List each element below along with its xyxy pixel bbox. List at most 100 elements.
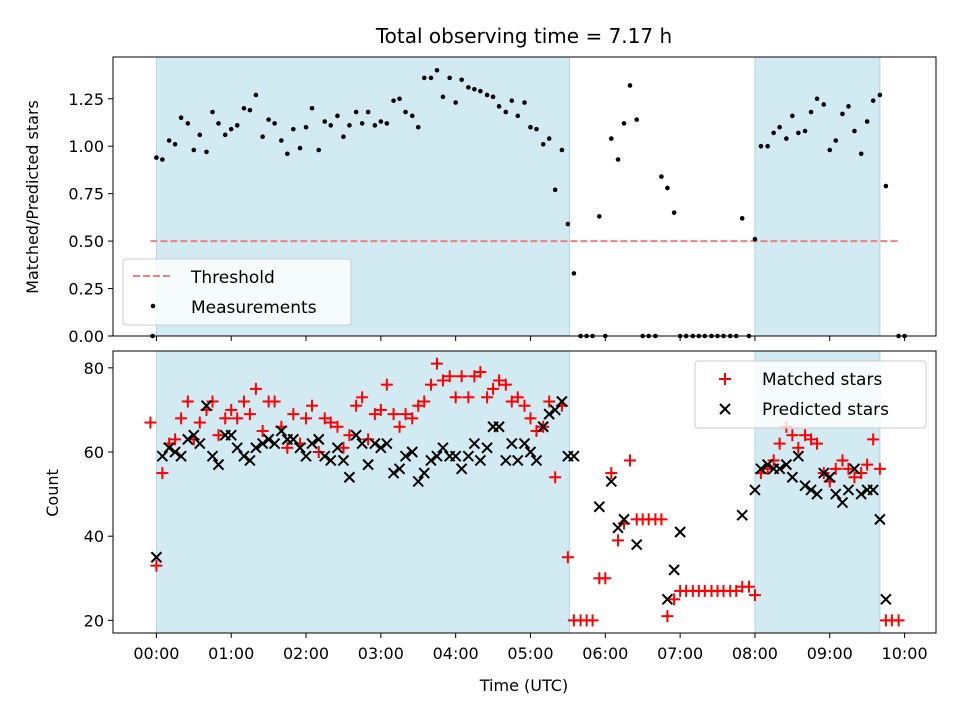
x-tick-label: 00:00 [133, 644, 179, 663]
predicted-star-point [668, 564, 680, 576]
matched-star-point [331, 420, 344, 433]
measurement-point [540, 142, 546, 147]
measurement-point [821, 102, 827, 107]
matched-star-point [193, 416, 206, 429]
matched-star-point [829, 462, 842, 475]
matched-star-point [586, 614, 599, 627]
measurement-point [765, 143, 770, 149]
matched-star-point [424, 378, 437, 391]
count-x-ticks: 00:00 01:00 02:00 03:00 04:00 05:00 06:00 07:00… [133, 633, 928, 663]
x-tick-label: 01:00 [208, 644, 254, 663]
matched-star-point [362, 433, 375, 446]
ratio-legend: Threshold Measurements [122, 258, 352, 326]
predicted-star-point [393, 463, 406, 475]
x-tick-label: 09:00 [807, 644, 853, 663]
measurement-point [434, 67, 440, 73]
measurement-point [833, 138, 839, 143]
chart-title: Total observing time = 7.17 h [375, 24, 672, 48]
predicted-star-point [824, 471, 836, 483]
predicted-star-point [805, 484, 817, 496]
matched-star-point [842, 462, 855, 475]
predicted-star-point [500, 454, 512, 467]
predicted-legend-swatch [719, 403, 731, 415]
matched-legend-swatch [719, 373, 731, 385]
measurement-point [472, 86, 477, 92]
matched-star-point [836, 454, 849, 467]
measurements-legend-label: Measurements [191, 298, 317, 318]
predicted-star-point [512, 454, 524, 467]
measurement-points [150, 67, 907, 339]
measurement-point [739, 216, 745, 221]
measurement-point [260, 134, 265, 140]
predicted-star-point [631, 538, 643, 551]
matched-star-point [623, 454, 636, 467]
measurement-point [384, 121, 390, 126]
measurement-point [559, 147, 565, 153]
matched-star-point [493, 374, 506, 387]
measurement-point [546, 136, 552, 141]
predicted-star-point [493, 421, 505, 433]
matched-star-point [481, 391, 494, 404]
matched-star-point [855, 467, 868, 480]
measurement-point [372, 123, 378, 128]
measurement-point [758, 143, 764, 149]
matched-star-point [150, 559, 163, 572]
predicted-star-point [506, 437, 518, 450]
predicted-star-point [331, 442, 344, 454]
measurement-point [204, 149, 209, 155]
measurement-point [671, 210, 677, 215]
predicted-star-point [425, 454, 437, 467]
predicted-star-point [163, 442, 175, 454]
predicted-star-point [287, 433, 300, 446]
predicted-star-point [830, 488, 842, 500]
measurement-point [877, 92, 883, 98]
measurement-point [279, 138, 284, 143]
predicted-star-point [874, 513, 886, 526]
predicted-star-point [618, 513, 630, 526]
measurement-point [858, 151, 864, 157]
matched-star-point [287, 408, 300, 421]
predicted-star-point [362, 458, 374, 471]
predicted-star-point [399, 450, 412, 462]
predicted-star-point [300, 450, 312, 462]
measurement-point [309, 105, 315, 111]
predicted-star-point [811, 488, 823, 500]
ratio-legend-box [122, 258, 352, 326]
measurement-point [522, 100, 527, 105]
predicted-star-point [262, 433, 275, 446]
matched-star-point [487, 382, 500, 395]
y-tick-label: 0.25 [68, 280, 104, 299]
matched-star-point [455, 370, 468, 383]
predicted-star-point [150, 551, 163, 563]
measurement-point [191, 147, 197, 153]
predicted-star-point [225, 429, 237, 441]
measurement-point [160, 157, 165, 162]
matched-star-point [612, 534, 625, 547]
predicted-star-point [449, 450, 462, 462]
matched-star-point [281, 441, 294, 454]
count-legend: Matched stars Predicted stars [694, 360, 927, 429]
matched-star-point [605, 467, 618, 480]
predicted-star-point [593, 501, 606, 513]
matched-star-point [543, 395, 556, 408]
predicted-star-point [406, 446, 418, 458]
matched-star-point [748, 589, 761, 602]
matched-star-point [374, 403, 387, 416]
measurement-point [571, 271, 577, 276]
ratio-panel-frame [112, 56, 937, 337]
measurement-point [303, 124, 309, 130]
measurement-point [247, 107, 253, 113]
measurement-point [802, 128, 808, 134]
measurement-point [665, 185, 670, 191]
predicted-star-point [755, 463, 767, 475]
y-tick-label: 60 [84, 443, 104, 462]
measurement-point [328, 123, 334, 128]
measurement-point [154, 155, 159, 160]
count-panel-frame [112, 350, 937, 634]
matched-star-point [312, 446, 325, 459]
predicted-star-point [319, 450, 331, 462]
measurement-point [266, 117, 271, 122]
x-tick-label: 03:00 [358, 644, 404, 663]
measurement-point [478, 88, 483, 94]
